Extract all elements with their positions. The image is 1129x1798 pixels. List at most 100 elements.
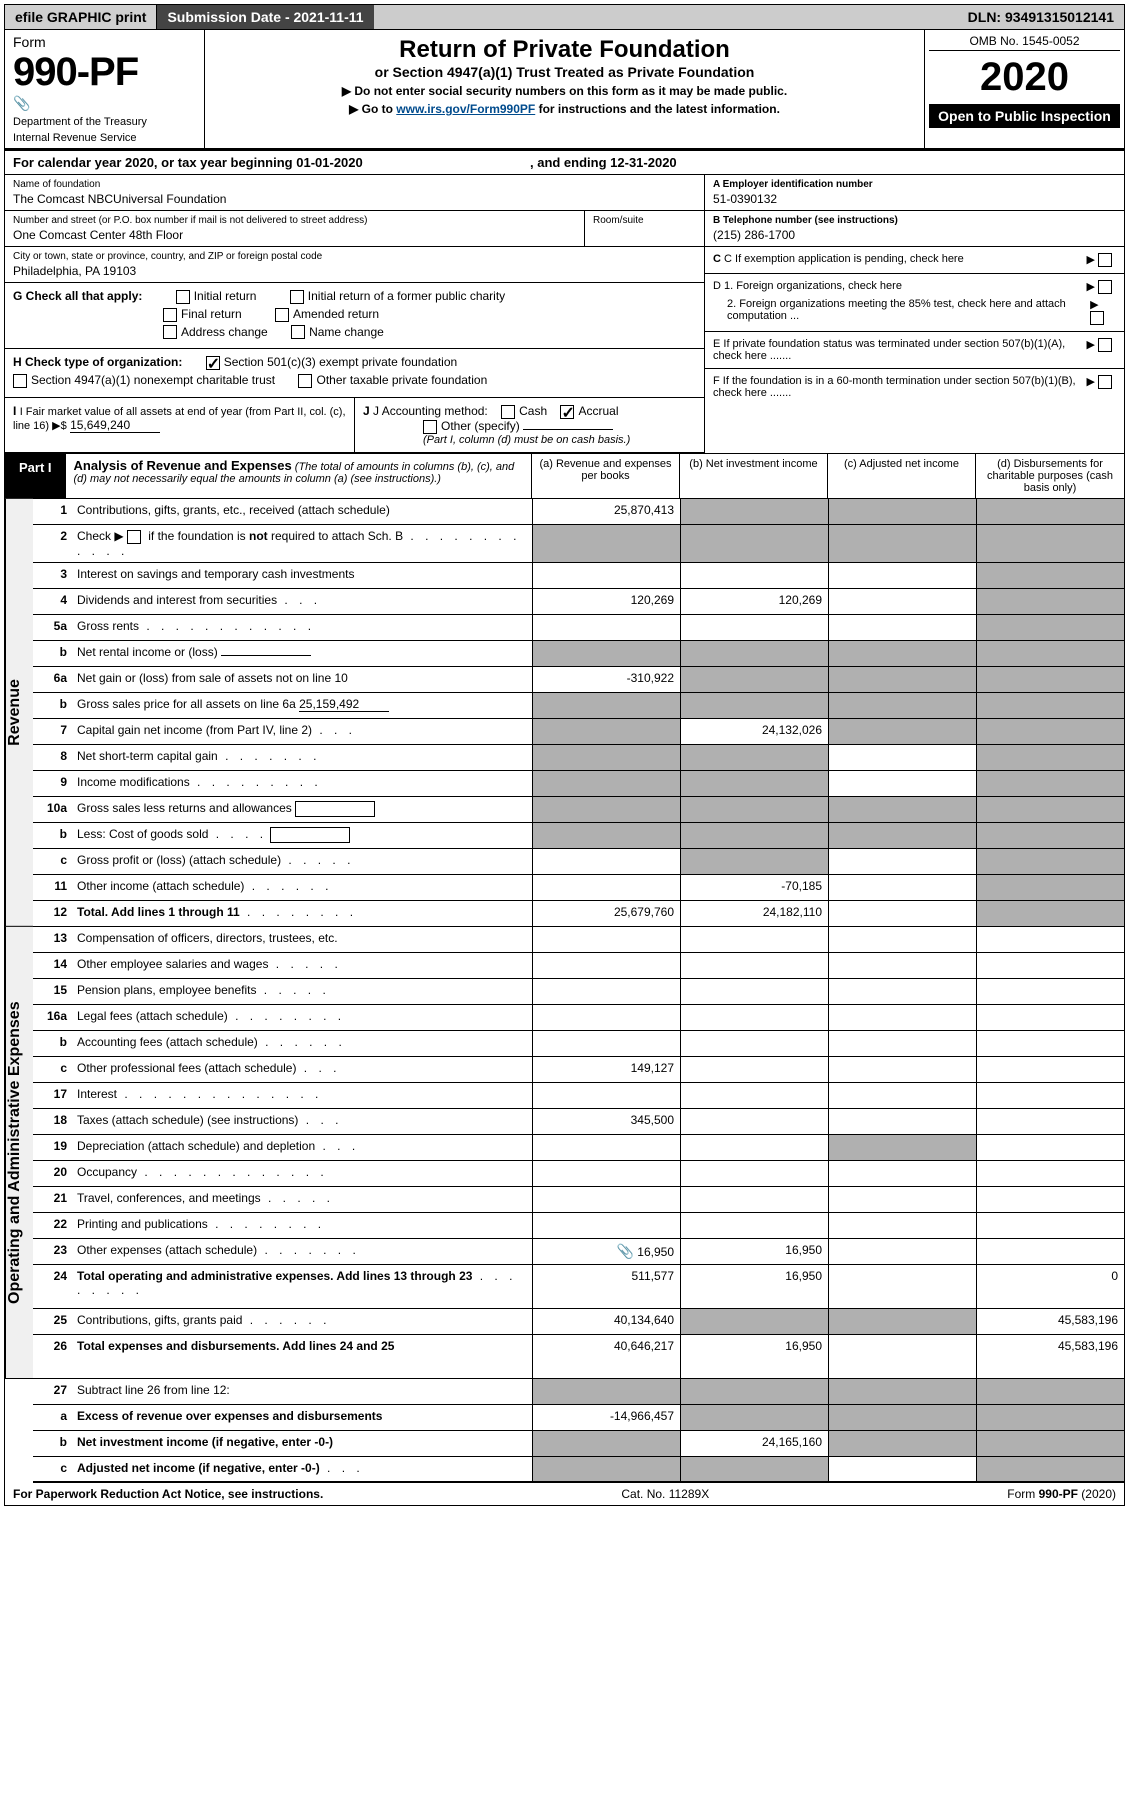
row-6a-desc: Net gain or (loss) from sale of assets n… xyxy=(71,667,532,692)
checkbox-f[interactable] xyxy=(1098,375,1112,389)
c-label: C If exemption application is pending, c… xyxy=(724,253,964,265)
row-2-desc: Check ▶ if the foundation is not require… xyxy=(71,525,532,562)
department-label: Department of the Treasury xyxy=(13,116,196,128)
section-h: H Check type of organization: Section 50… xyxy=(5,349,704,398)
row-12-a: 25,679,760 xyxy=(532,901,680,926)
section-g: G Check all that apply: Initial return I… xyxy=(5,283,704,349)
row-27b-desc: Net investment income (if negative, ente… xyxy=(71,1431,532,1456)
checkbox-address-change[interactable] xyxy=(163,325,177,339)
col-c-header: (c) Adjusted net income xyxy=(828,454,976,498)
form-number: 990-PF xyxy=(13,50,196,95)
checkbox-d2[interactable] xyxy=(1090,311,1104,325)
d2-label: 2. Foreign organizations meeting the 85%… xyxy=(713,298,1090,325)
row-7-b: 24,132,026 xyxy=(680,719,828,744)
checkbox-501c3[interactable] xyxy=(206,356,220,370)
row-4-b: 120,269 xyxy=(680,589,828,614)
irs-link[interactable]: www.irs.gov/Form990PF xyxy=(396,102,535,116)
col-a-header: (a) Revenue and expenses per books xyxy=(532,454,680,498)
checkbox-other-taxable[interactable] xyxy=(298,374,312,388)
row-24-desc: Total operating and administrative expen… xyxy=(71,1265,532,1308)
foundation-name: The Comcast NBCUniversal Foundation xyxy=(13,192,696,206)
row-11-desc: Other income (attach schedule) . . . . .… xyxy=(71,875,532,900)
revenue-side-label: Revenue xyxy=(5,499,33,927)
row-27c-desc: Adjusted net income (if negative, enter … xyxy=(71,1457,532,1481)
footer-left: For Paperwork Reduction Act Notice, see … xyxy=(13,1487,323,1501)
row-8-desc: Net short-term capital gain . . . . . . … xyxy=(71,745,532,770)
row-10a-desc: Gross sales less returns and allowances xyxy=(71,797,532,822)
e-label: E If private foundation status was termi… xyxy=(713,338,1078,362)
row-23-desc: Other expenses (attach schedule) . . . .… xyxy=(71,1239,532,1264)
row-26-a: 40,646,217 xyxy=(532,1335,680,1378)
checkbox-cash[interactable] xyxy=(501,405,515,419)
form-title: Return of Private Foundation xyxy=(211,36,918,64)
checkbox-initial-return[interactable] xyxy=(176,290,190,304)
checkbox-d1[interactable] xyxy=(1098,280,1112,294)
omb-number: OMB No. 1545-0052 xyxy=(929,34,1120,51)
row-26-desc: Total expenses and disbursements. Add li… xyxy=(71,1335,532,1378)
row-27a-desc: Excess of revenue over expenses and disb… xyxy=(71,1405,532,1430)
row-25-a: 40,134,640 xyxy=(532,1309,680,1334)
checkbox-4947[interactable] xyxy=(13,374,27,388)
row-24-d: 0 xyxy=(976,1265,1124,1308)
row-25-d: 45,583,196 xyxy=(976,1309,1124,1334)
row-14-desc: Other employee salaries and wages . . . … xyxy=(71,953,532,978)
line-27-section: 27Subtract line 26 from line 12: aExcess… xyxy=(33,1379,1124,1483)
checkbox-name-change[interactable] xyxy=(291,325,305,339)
instruction-line-2: ▶ Go to www.irs.gov/Form990PF for instru… xyxy=(211,102,918,116)
d1-label: D 1. Foreign organizations, check here xyxy=(713,280,902,294)
expenses-section: Operating and Administrative Expenses 13… xyxy=(5,927,1124,1379)
col-d-header: (d) Disbursements for charitable purpose… xyxy=(976,454,1124,498)
name-label: Name of foundation xyxy=(13,179,696,190)
row-27b-b: 24,165,160 xyxy=(680,1431,828,1456)
row-16b-desc: Accounting fees (attach schedule) . . . … xyxy=(71,1031,532,1056)
city-label: City or town, state or province, country… xyxy=(13,251,696,262)
row-16a-desc: Legal fees (attach schedule) . . . . . .… xyxy=(71,1005,532,1030)
row-17-desc: Interest . . . . . . . . . . . . . . xyxy=(71,1083,532,1108)
row-10b-desc: Less: Cost of goods sold . . . . xyxy=(71,823,532,848)
form-page: efile GRAPHIC print Submission Date - 20… xyxy=(4,4,1125,1506)
row-18-a: 345,500 xyxy=(532,1109,680,1134)
row-20-desc: Occupancy . . . . . . . . . . . . . xyxy=(71,1161,532,1186)
row-6b-desc: Gross sales price for all assets on line… xyxy=(71,693,532,718)
row-27-desc: Subtract line 26 from line 12: xyxy=(71,1379,532,1404)
footer-right: Form 990-PF (2020) xyxy=(1007,1487,1116,1501)
irs-label: Internal Revenue Service xyxy=(13,132,196,144)
phone-label: B Telephone number (see instructions) xyxy=(713,215,898,226)
checkbox-c[interactable] xyxy=(1098,253,1112,267)
row-24-a: 511,577 xyxy=(532,1265,680,1308)
ein-value: 51-0390132 xyxy=(713,192,1116,206)
instruction-line-1: ▶ Do not enter social security numbers o… xyxy=(211,84,918,98)
row-13-desc: Compensation of officers, directors, tru… xyxy=(71,927,532,952)
row-5b-desc: Net rental income or (loss) xyxy=(71,641,532,666)
form-subtitle: or Section 4947(a)(1) Trust Treated as P… xyxy=(211,64,918,80)
revenue-section: Revenue 1Contributions, gifts, grants, e… xyxy=(5,499,1124,927)
row-18-desc: Taxes (attach schedule) (see instruction… xyxy=(71,1109,532,1134)
part1-title: Analysis of Revenue and Expenses xyxy=(74,458,292,473)
checkbox-sch-b[interactable] xyxy=(127,530,141,544)
row-4-a: 120,269 xyxy=(532,589,680,614)
checkbox-e[interactable] xyxy=(1098,338,1112,352)
fmv-value: 15,649,240 xyxy=(70,418,160,433)
part1-header: Part I Analysis of Revenue and Expenses … xyxy=(5,454,1124,499)
row-15-desc: Pension plans, employee benefits . . . .… xyxy=(71,979,532,1004)
row-12-desc: Total. Add lines 1 through 11 . . . . . … xyxy=(71,901,532,926)
row-21-desc: Travel, conferences, and meetings . . . … xyxy=(71,1187,532,1212)
efile-print-button[interactable]: efile GRAPHIC print xyxy=(5,5,157,29)
checkbox-amended[interactable] xyxy=(275,308,289,322)
attachment-icon[interactable]: 📎 xyxy=(617,1243,634,1259)
top-bar: efile GRAPHIC print Submission Date - 20… xyxy=(5,5,1124,30)
checkbox-initial-former[interactable] xyxy=(290,290,304,304)
city-value: Philadelphia, PA 19103 xyxy=(13,264,696,278)
row-24-b: 16,950 xyxy=(680,1265,828,1308)
checkbox-accrual[interactable] xyxy=(560,405,574,419)
identity-grid: Name of foundation The Comcast NBCUniver… xyxy=(5,175,1124,454)
row-11-b: -70,185 xyxy=(680,875,828,900)
checkbox-final-return[interactable] xyxy=(163,308,177,322)
part1-label: Part I xyxy=(5,454,66,498)
row-9-desc: Income modifications . . . . . . . . . xyxy=(71,771,532,796)
row-27a-a: -14,966,457 xyxy=(532,1405,680,1430)
phone-value: (215) 286-1700 xyxy=(713,228,1116,242)
page-footer: For Paperwork Reduction Act Notice, see … xyxy=(5,1483,1124,1505)
row-3-desc: Interest on savings and temporary cash i… xyxy=(71,563,532,588)
checkbox-other-method[interactable] xyxy=(423,420,437,434)
